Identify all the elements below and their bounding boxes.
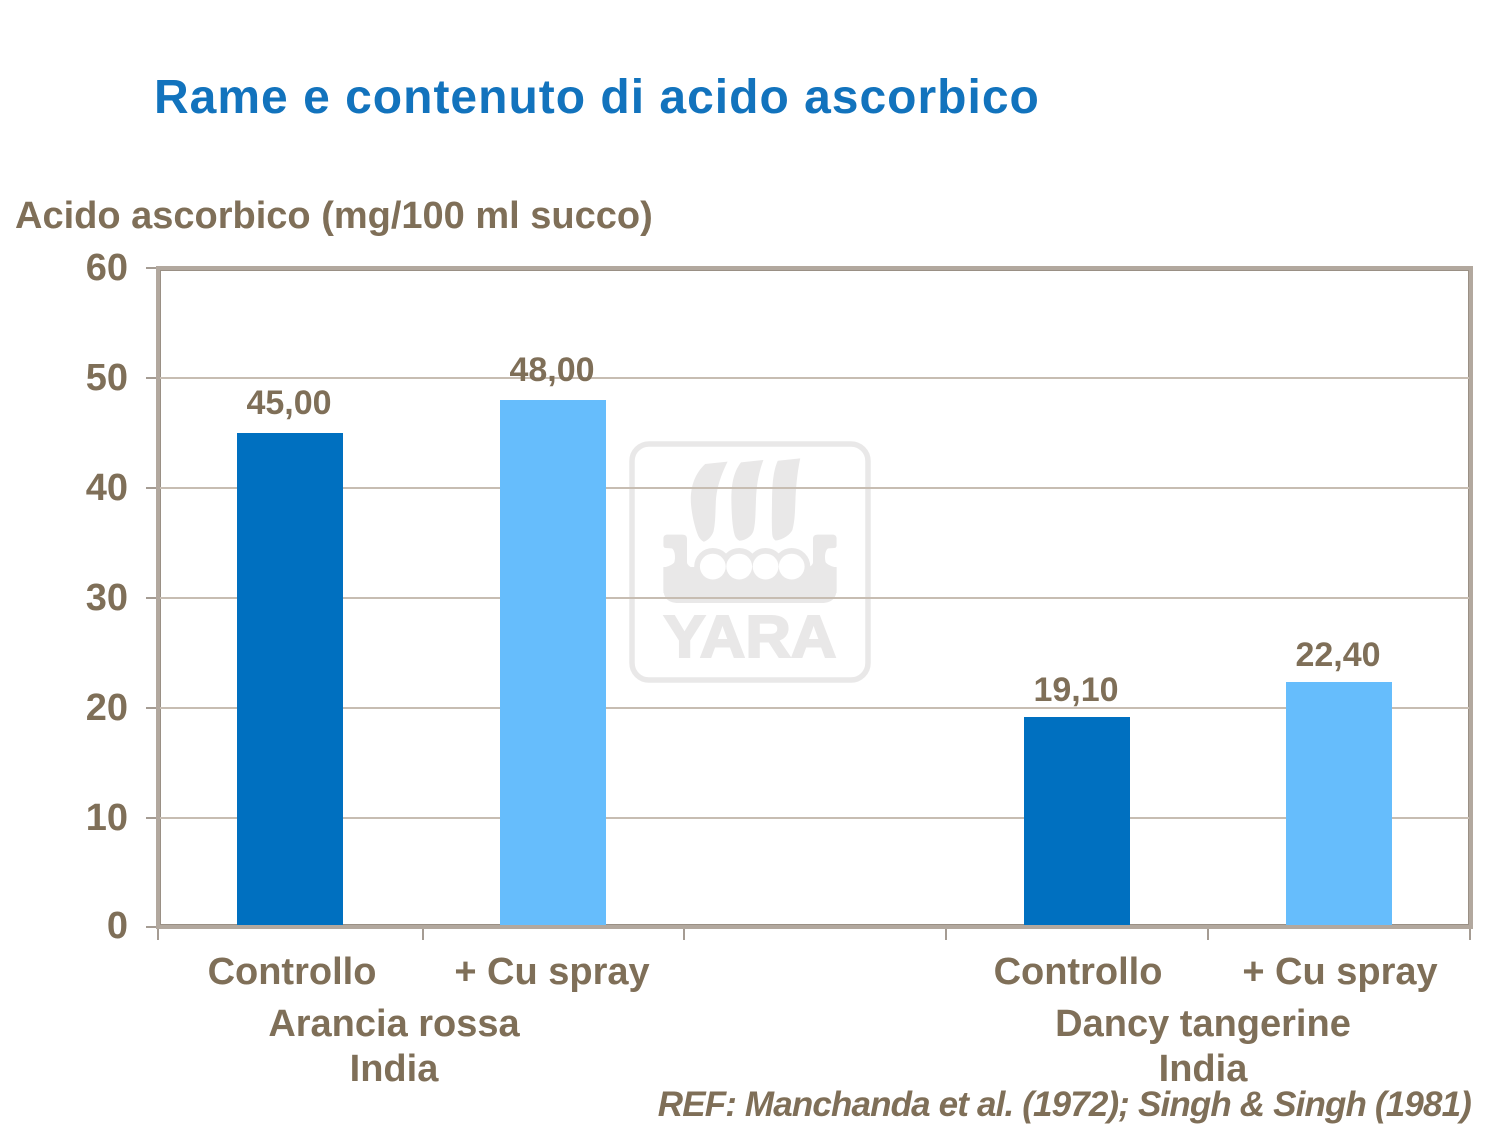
svg-text:YARA: YARA bbox=[664, 604, 837, 670]
